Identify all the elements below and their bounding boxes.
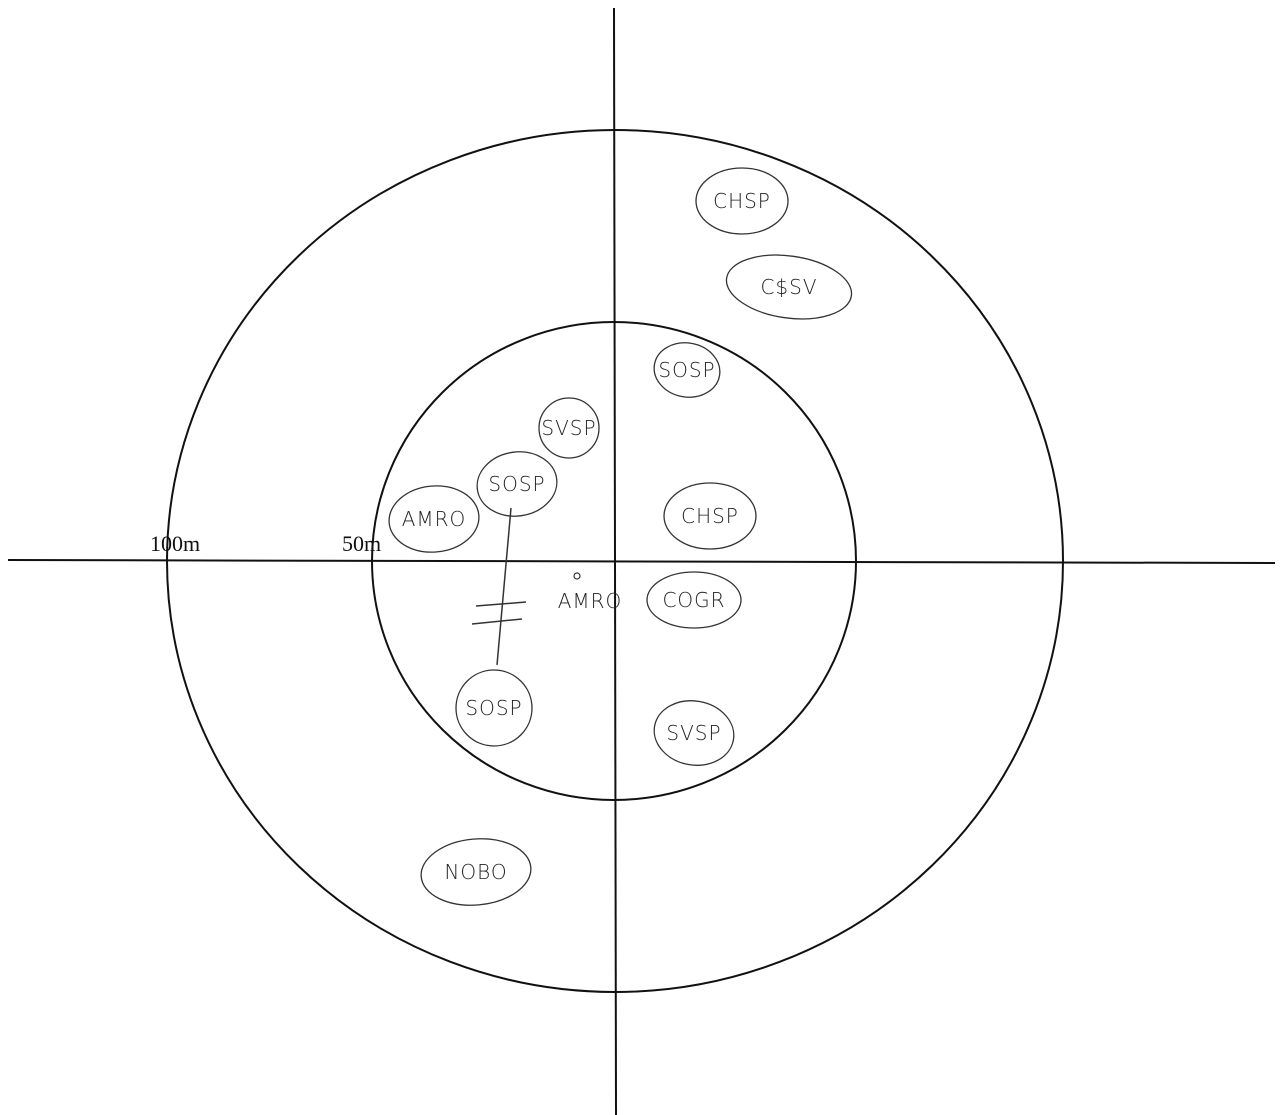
label-oval [646, 571, 742, 629]
connector [496, 507, 512, 666]
species-label: SOSP [658, 358, 715, 382]
label-oval [653, 700, 735, 766]
label-oval [476, 451, 558, 517]
species-label: SOSP [465, 696, 522, 720]
species-label: AMRO [402, 507, 467, 531]
species-label: SVSP [666, 721, 721, 745]
species-label: CHSP [713, 189, 771, 213]
label-oval [388, 485, 480, 553]
label-oval [725, 254, 853, 320]
species-label: NOBO [444, 860, 507, 884]
center-label: AMRO [558, 589, 623, 613]
label-oval [695, 167, 789, 235]
label-oval [663, 482, 757, 550]
species-label: SVSP [541, 416, 596, 440]
scale-label: 100m [150, 531, 200, 556]
break-marks [471, 601, 527, 625]
label-oval [653, 342, 721, 398]
label-oval [455, 669, 533, 747]
horizontal-axis [7, 559, 1276, 564]
observer-point [573, 572, 581, 580]
label-oval [538, 397, 600, 459]
species-label: CHSP [681, 504, 739, 528]
scale-label: 50m [342, 531, 381, 556]
species-label: C$SV [760, 275, 817, 299]
species-label: COGR [662, 588, 725, 612]
species-label: SOSP [488, 472, 545, 496]
label-oval [420, 838, 532, 906]
